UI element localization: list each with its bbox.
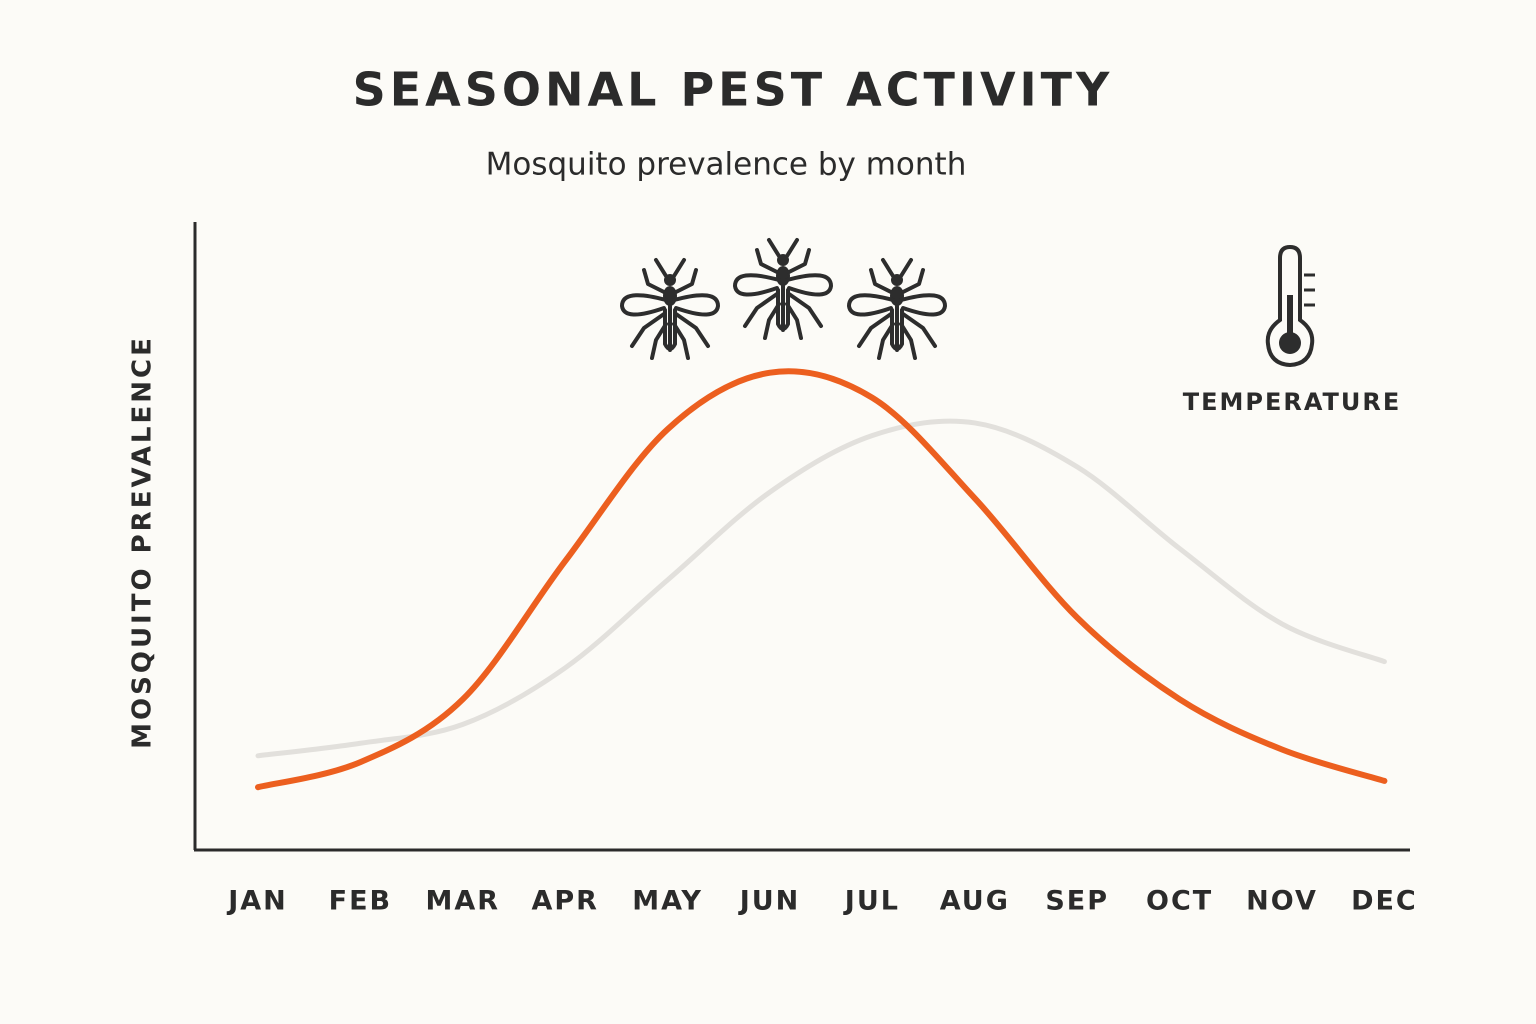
x-tick-label: FEB (329, 886, 392, 917)
x-tick-label: NOV (1246, 886, 1318, 917)
x-tick-label: JUL (843, 886, 900, 917)
x-tick-label: OCT (1146, 886, 1213, 917)
y-axis-label: MOSQUITO PREVALENCE (128, 335, 158, 749)
x-tick-label: JAN (226, 886, 288, 917)
mosquito-icons (620, 238, 947, 360)
x-tick-label: APR (531, 886, 598, 917)
chart-subtitle: Mosquito prevalence by month (486, 147, 967, 183)
x-tick-label: JUN (738, 886, 801, 917)
x-tick-label: MAY (632, 886, 703, 917)
series-line (255, 368, 1388, 791)
x-tick-label: AUG (940, 886, 1010, 917)
x-tick-label: MAR (426, 886, 501, 917)
x-tick-label: SEP (1045, 886, 1109, 917)
x-tick-label: DEC (1351, 886, 1418, 917)
series-line (255, 418, 1387, 759)
chart-title: SEASONAL PEST ACTIVITY (353, 63, 1114, 117)
legend-label: TEMPERATURE (1183, 388, 1402, 416)
thermometer-icon (1265, 244, 1315, 368)
